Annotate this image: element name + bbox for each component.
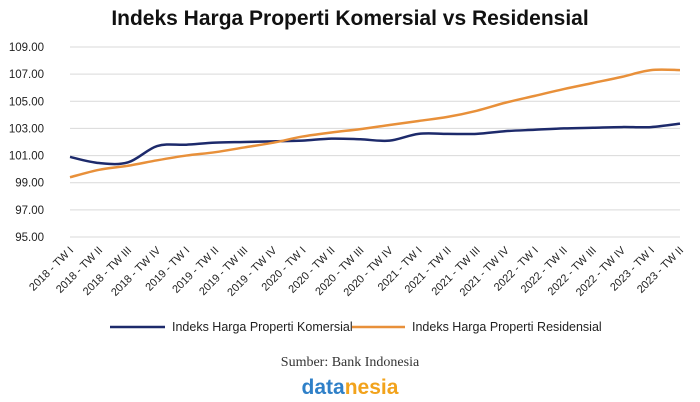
y-tick-label: 99.00 — [15, 178, 44, 190]
y-tick-label: 109.00 — [9, 42, 44, 54]
chart-title: Indeks Harga Properti Komersial vs Resid… — [111, 7, 588, 30]
y-tick-label: 95.00 — [15, 232, 44, 244]
y-tick-label: 103.00 — [9, 123, 44, 135]
legend: Indeks Harga Properti Komersial Indeks H… — [110, 320, 602, 334]
svg-text:datanesia: datanesia — [302, 376, 399, 399]
logo-part-data: data — [302, 376, 346, 399]
y-axis: 109.00 107.00 105.00 103.00 101.00 99.00 97.00… — [9, 42, 44, 244]
legend-label-residensial: Indeks Harga Properti Residensial — [412, 320, 602, 334]
gridlines — [70, 46, 680, 238]
y-tick-label: 107.00 — [9, 69, 44, 81]
source-note: Sumber: Bank Indonesia — [281, 355, 420, 370]
datanesia-logo: datanesia — [302, 376, 399, 399]
y-tick-label: 97.00 — [15, 205, 44, 217]
y-tick-label: 105.00 — [9, 96, 44, 108]
logo-part-nesia: nesia — [345, 376, 399, 399]
series-line-residensial — [69, 68, 681, 179]
series-layer — [69, 68, 681, 179]
y-tick-label: 101.00 — [9, 151, 44, 163]
legend-label-komersial: Indeks Harga Properti Komersial — [172, 320, 353, 334]
series-line-komersial — [69, 122, 681, 166]
